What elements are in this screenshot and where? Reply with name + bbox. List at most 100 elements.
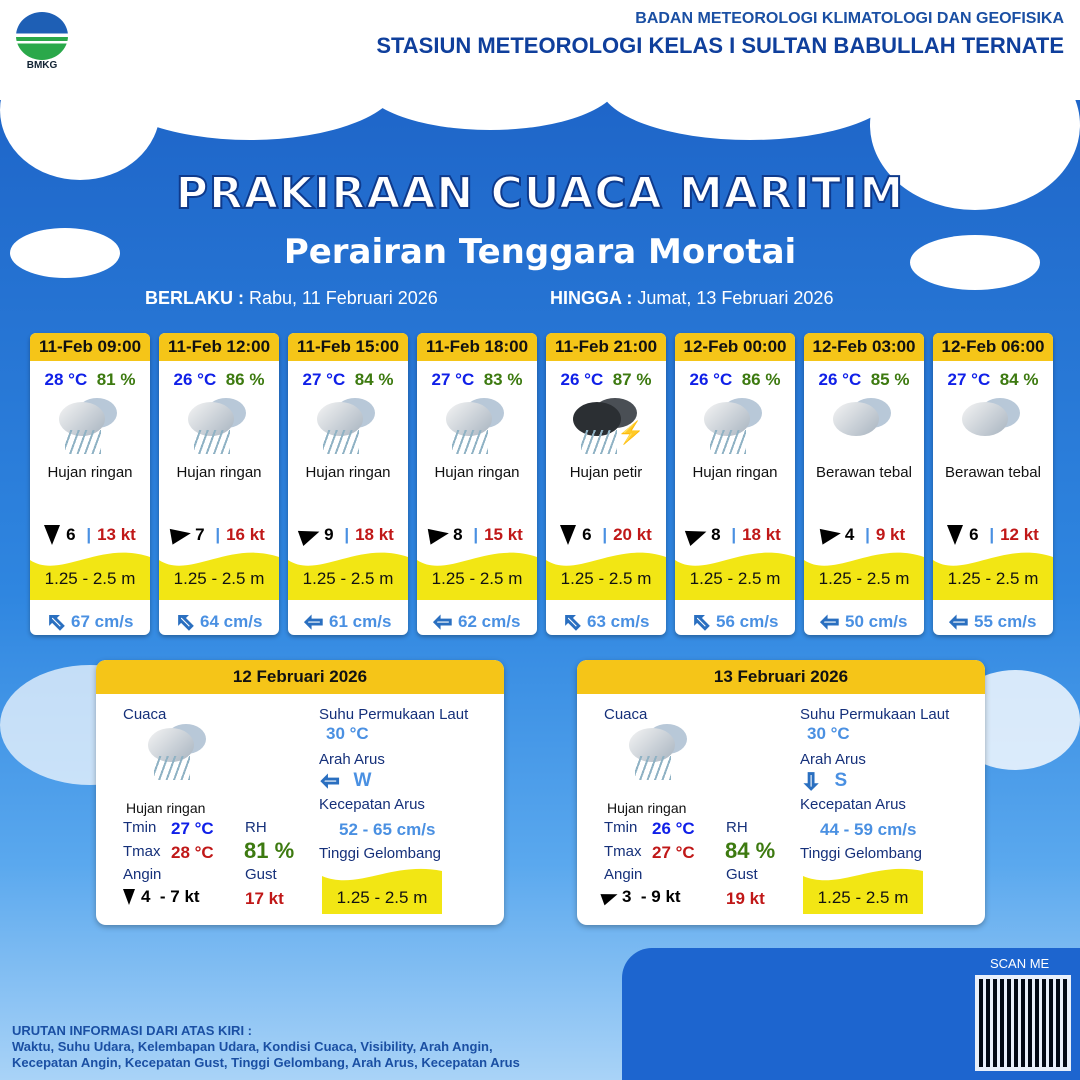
rain-cloud-icon <box>184 396 254 456</box>
temperature: 28 °C <box>44 370 88 389</box>
sst-value: 30 °C <box>807 724 850 743</box>
arus-value: S <box>834 770 848 791</box>
forecast-card: 11-Feb 12:00 26 °C 86 % Hujan ringan 7 |… <box>159 333 279 635</box>
wave-height: 1.25 - 2.5 m <box>44 569 136 588</box>
forecast-time: 11-Feb 21:00 <box>546 333 666 361</box>
gust-speed: 20 kt <box>613 525 652 544</box>
tmax-value: 28 °C <box>171 843 214 862</box>
current-direction-icon: ⇦ <box>820 609 840 635</box>
gust-speed: 18 kt <box>355 525 394 544</box>
wave-shape <box>804 552 924 600</box>
cloud-decor <box>10 228 120 278</box>
rain-cloud-icon <box>442 396 512 456</box>
rain-cloud-icon <box>144 722 214 782</box>
wave-height: 1.25 - 2.5 m <box>431 569 523 588</box>
wind-speed: 6 <box>969 525 979 544</box>
valid-to: HINGGA : Jumat, 13 Februari 2026 <box>550 288 834 308</box>
wave-height: 1.25 - 2.5 m <box>689 569 781 588</box>
forecast-time: 12-Feb 06:00 <box>933 333 1053 361</box>
page-subtitle: Perairan Tenggara Morotai <box>283 232 797 272</box>
current-direction-icon: ⇦ <box>169 606 201 635</box>
speed-label: Kecepatan Arus <box>800 796 906 813</box>
forecast-time: 11-Feb 09:00 <box>30 333 150 361</box>
wind-direction-icon <box>560 525 577 545</box>
forecast-time: 12-Feb 03:00 <box>804 333 924 361</box>
current-direction-icon: ⇦ <box>433 609 453 635</box>
temperature: 27 °C <box>431 370 475 389</box>
cloud-decor <box>600 30 900 140</box>
speed-value: 52 - 65 cm/s <box>339 820 436 839</box>
tmin-label: Tmin <box>604 819 638 836</box>
gust-value: 17 kt <box>245 889 284 908</box>
weather-condition: Hujan ringan <box>176 464 262 481</box>
arus-label: Arah Arus <box>800 751 866 768</box>
humidity: 87 % <box>612 370 652 389</box>
wave-height: 1.25 - 2.5 m <box>560 569 652 588</box>
current-speed: 62 cm/s <box>458 612 521 631</box>
forecast-card: 12-Feb 06:00 27 °C 84 % Berawan tebal 6 … <box>933 333 1053 635</box>
temperature: 26 °C <box>689 370 733 389</box>
current-speed: 55 cm/s <box>974 612 1037 631</box>
org-name: BADAN METEOROLOGI KLIMATOLOGI DAN GEOFIS… <box>635 10 1064 27</box>
gust-speed: 15 kt <box>484 525 523 544</box>
daily-summary: 12 Februari 2026 Cuaca Hujan ringan Tmin… <box>96 660 504 925</box>
current-direction-icon: ⇦ <box>320 768 340 794</box>
wind-direction-icon <box>169 525 193 545</box>
wind-speed: 6 <box>66 525 76 544</box>
current-speed: 63 cm/s <box>587 612 650 631</box>
arus-value: W <box>353 770 372 791</box>
cloud-icon <box>958 396 1028 456</box>
forecast-card: 11-Feb 15:00 27 °C 84 % Hujan ringan 9 |… <box>288 333 408 635</box>
wave-label: Tinggi Gelombang <box>800 845 923 862</box>
current-direction-icon: ⇦ <box>949 609 969 635</box>
temperature: 27 °C <box>947 370 991 389</box>
tmin-label: Tmin <box>123 819 157 836</box>
gust-speed: 13 kt <box>97 525 136 544</box>
forecast-time: 11-Feb 15:00 <box>288 333 408 361</box>
current-direction-icon: ⇦ <box>685 606 717 635</box>
wave-shape <box>159 552 279 600</box>
wave-height: 1.25 - 2.5 m <box>173 569 265 588</box>
humidity: 86 % <box>225 370 265 389</box>
rh-value: 84 % <box>725 838 776 863</box>
daily-summary: 13 Februari 2026 Cuaca Hujan ringan Tmin… <box>577 660 985 925</box>
wave-height: 1.25 - 2.5 m <box>947 569 1039 588</box>
wave-shape <box>546 552 666 600</box>
gust-label: Gust <box>726 866 758 883</box>
tmin-value: 27 °C <box>171 819 214 838</box>
current-direction-icon: ⇦ <box>40 606 72 635</box>
bmkg-logo: BMKG <box>14 12 70 71</box>
rain-cloud-icon <box>700 396 770 456</box>
wave-shape <box>417 552 537 600</box>
current-direction-icon: ⇦ <box>798 771 824 791</box>
wind-direction-icon <box>44 525 61 545</box>
rain-cloud-icon <box>313 396 383 456</box>
cuaca-label: Cuaca <box>123 706 167 723</box>
qr-code[interactable] <box>975 975 1071 1071</box>
current-direction-icon: ⇦ <box>556 606 588 635</box>
current-speed: 64 cm/s <box>200 612 263 631</box>
forecast-time: 12-Feb 00:00 <box>675 333 795 361</box>
temperature: 27 °C <box>302 370 346 389</box>
weather-condition: Berawan tebal <box>945 464 1041 481</box>
wind-speed: 4 <box>844 525 855 544</box>
summary-date: 13 Februari 2026 <box>577 660 985 694</box>
humidity: 84 % <box>999 370 1039 389</box>
rh-value: 81 % <box>244 838 295 863</box>
cloud-icon <box>829 396 899 456</box>
wave-shape <box>30 552 150 600</box>
current-direction-icon: ⇦ <box>304 609 324 635</box>
forecast-card: 12-Feb 00:00 26 °C 86 % Hujan ringan 8 |… <box>675 333 795 635</box>
page-title: PRAKIRAAN CUACA MARITIM <box>175 167 905 220</box>
humidity: 85 % <box>870 370 910 389</box>
cloud-decor <box>910 235 1040 290</box>
temperature: 26 °C <box>173 370 217 389</box>
wind-direction-icon <box>600 888 620 906</box>
rh-label: RH <box>726 819 748 836</box>
wave-height: 1.25 - 2.5 m <box>818 569 910 588</box>
wind-direction-icon <box>298 524 323 546</box>
scan-me-label: SCAN ME <box>990 956 1050 971</box>
current-speed: 61 cm/s <box>329 612 392 631</box>
gust-label: Gust <box>245 866 277 883</box>
wind-speed: 6 <box>582 525 592 544</box>
